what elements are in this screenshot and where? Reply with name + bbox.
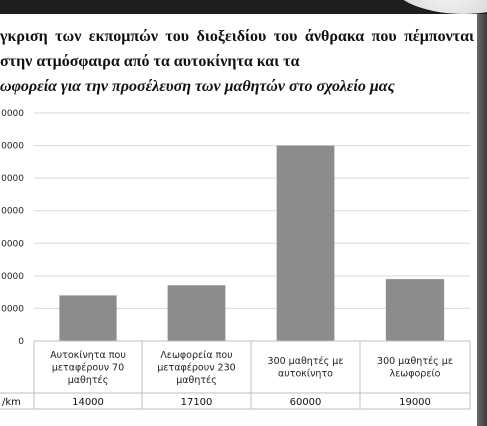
category-label-line: 300 μαθητές με (268, 356, 344, 367)
y-tick-label: 0000 (1, 142, 24, 152)
slide: γκριση των εκπομπών του διοξειδίου του ά… (0, 14, 477, 426)
bar (59, 295, 117, 341)
category-label-line: αυτοκίνητο (278, 369, 333, 380)
bar-chart: 00000000000000000000000000000Αυτοκίνητα … (0, 109, 471, 410)
y-tick-label: 0 (18, 337, 24, 347)
category-label-line: λεωφορείο (390, 369, 441, 380)
y-tick-label: 0000 (1, 304, 24, 314)
category-label-line: μεταφέρουν 70 (52, 362, 124, 373)
bar (276, 145, 335, 341)
chart-title-line-1: γκριση των εκπομπών του διοξειδίου του ά… (0, 28, 397, 45)
y-tick-label: 0000 (1, 207, 24, 217)
decorative-shape (388, 0, 487, 14)
y-tick-label: 0000 (1, 239, 24, 249)
category-label: 300 μαθητές με αυτοκίνητο (268, 356, 344, 380)
category-label-line: 300 μαθητές με (377, 356, 453, 367)
y-tick-label: 0000 (1, 174, 24, 184)
category-label: Λεωφορεία που μεταφέρουν 230 μαθητές (157, 350, 235, 386)
category-label-line: μαθητές (68, 375, 109, 386)
bar (385, 279, 445, 341)
chart-title-line-2: πέμπονται στην ατμόσφαιρα από τα αυτοκίν… (0, 28, 475, 70)
data-label: 19000 (399, 397, 431, 408)
category-label-line: Αυτοκίνητα που (50, 350, 126, 361)
bar (167, 285, 226, 341)
chart-title: γκριση των εκπομπών του διοξειδίου του ά… (0, 24, 474, 99)
category-label-line: μεταφέρουν 230 (157, 362, 235, 373)
data-label: 14000 (72, 397, 104, 408)
y-tick-label: 0000 (1, 109, 24, 119)
category-label-line: Λεωφορεία που (160, 350, 232, 361)
slide-edge-shadow (477, 14, 487, 426)
category-label: 300 μαθητές με λεωφορείο (377, 356, 453, 380)
category-label-line: μαθητές (176, 375, 217, 386)
chart-title-line-3: ωφορεία για την προσέλευση των μαθητών σ… (0, 78, 395, 95)
y-tick-label: 0000 (1, 272, 24, 282)
series-label: /km (2, 397, 21, 408)
data-label: 60000 (290, 397, 322, 408)
category-label: Αυτοκίνητα που μεταφέρουν 70 μαθητές (50, 350, 126, 386)
data-label: 17100 (181, 397, 213, 408)
